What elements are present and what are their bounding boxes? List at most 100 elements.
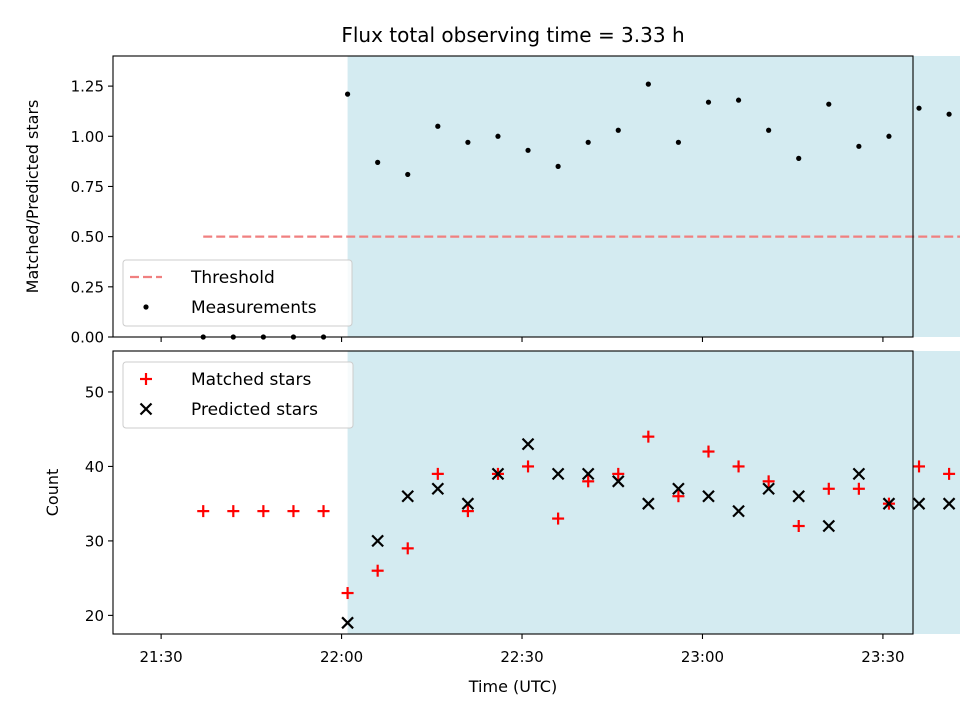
x-b (912, 497, 926, 510)
data-point (461, 505, 474, 518)
data-point (371, 564, 384, 577)
x-tick-label: 23:30 (861, 648, 904, 666)
data-point (645, 81, 651, 87)
data-point (612, 467, 625, 480)
data-point (762, 475, 775, 488)
x-b (702, 489, 715, 503)
data-point (642, 497, 655, 510)
data-point (852, 482, 865, 495)
data-point (582, 475, 595, 488)
observing-window-shade (347, 351, 960, 634)
x-tick-label: 23:00 (681, 648, 724, 666)
data-point (585, 139, 591, 145)
x-b (852, 467, 866, 481)
data-point (552, 512, 565, 525)
chart-title: Flux total observing time = 3.33 h (341, 23, 684, 47)
legend-plus-swatch (140, 373, 152, 385)
data-point (227, 505, 240, 518)
data-point (913, 460, 926, 473)
x-b (611, 475, 625, 488)
data-point (341, 587, 354, 600)
legend-entry-label: Matched stars (191, 370, 311, 390)
y-tick-label: 1.25 (71, 78, 104, 96)
data-point (762, 482, 775, 496)
data-point (735, 97, 742, 103)
y-tick-label: 50 (85, 383, 104, 401)
data-point (916, 105, 922, 111)
legend-box (122, 259, 353, 327)
legend-dot-swatch (143, 304, 149, 310)
x-b (882, 497, 896, 510)
data-point (525, 147, 531, 153)
data-point (401, 542, 414, 555)
x-b (581, 467, 595, 481)
data-point (555, 163, 561, 169)
data-point (371, 534, 384, 548)
x-b (139, 402, 153, 416)
x-tick-label: 22:00 (320, 648, 363, 666)
data-point (317, 505, 330, 518)
y-axis-label: Count (43, 469, 62, 517)
data-point (344, 91, 351, 97)
legend-box (122, 361, 354, 429)
legend-entry-label: Measurements (191, 298, 317, 318)
bottom-panel: 2030405021:3022:0022:3023:0023:3000:0000… (43, 350, 960, 696)
data-point (611, 475, 625, 488)
y-tick-label: 0.25 (71, 278, 104, 296)
legend-x-swatch (139, 402, 153, 416)
y-tick-label: 30 (85, 532, 104, 550)
data-point (826, 101, 832, 107)
data-point (672, 482, 685, 496)
data-point (766, 127, 772, 133)
x-b (551, 467, 565, 481)
data-point (796, 155, 802, 161)
data-point (435, 123, 441, 129)
data-point (732, 460, 745, 473)
legend-entry-label: Predicted stars (191, 400, 318, 420)
y-tick-label: 40 (85, 458, 104, 476)
y-axis-label: Matched/Predicted stars (23, 100, 42, 294)
x-b (341, 616, 354, 630)
data-point (287, 505, 300, 518)
y-tick-label: 1.00 (71, 128, 104, 146)
data-point (822, 519, 836, 533)
y-tick-label: 0.50 (71, 228, 104, 246)
data-point (465, 139, 471, 145)
legend-entry-label: Threshold (190, 268, 275, 288)
data-point (702, 489, 715, 503)
data-point (375, 159, 381, 165)
x-b (762, 482, 775, 496)
x-b (822, 519, 836, 533)
data-point (495, 133, 501, 139)
data-point (341, 616, 354, 630)
x-tick-label: 22:30 (500, 648, 543, 666)
legend: Matched stars Predicted stars (122, 361, 354, 429)
data-point (882, 497, 896, 510)
x-b (521, 437, 535, 451)
x-b (642, 497, 655, 510)
x-axis-label: Time (UTC) (468, 677, 557, 696)
data-point (491, 467, 505, 481)
data-point (642, 430, 655, 443)
data-point (946, 111, 952, 117)
data-point (942, 497, 956, 510)
data-point (461, 497, 475, 510)
x-b (672, 482, 685, 496)
data-point (615, 127, 621, 133)
data-point (581, 467, 595, 481)
data-point (886, 133, 892, 139)
x-b (491, 467, 505, 481)
y-tick-label: 20 (85, 607, 104, 625)
x-b (792, 489, 805, 503)
series-matched-stars (197, 430, 956, 600)
data-point (702, 445, 715, 458)
x-b (732, 504, 745, 518)
data-point (521, 437, 535, 451)
data-point (852, 467, 866, 481)
plot-frame (112, 350, 914, 635)
legend: Threshold Measurements (122, 259, 353, 327)
series-predicted-stars (341, 437, 956, 630)
data-point (705, 99, 712, 105)
x-tick-label: 21:30 (140, 648, 183, 666)
data-point (672, 490, 685, 503)
